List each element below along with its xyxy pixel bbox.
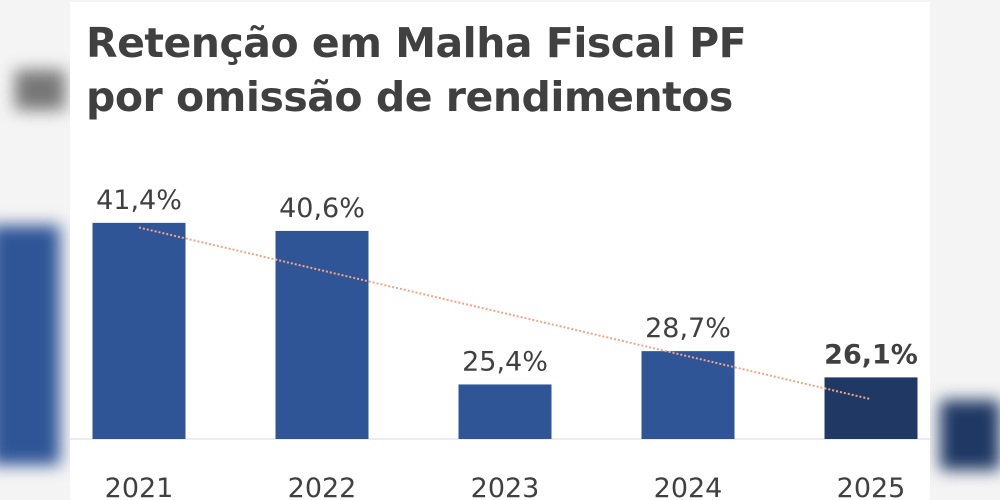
data-label-2024: 28,7% xyxy=(645,313,731,344)
data-label-2022: 40,6% xyxy=(279,193,365,224)
blurred-background-text xyxy=(15,70,65,110)
chart-card: Retenção em Malha Fiscal PF por omissão … xyxy=(70,2,930,500)
data-label-2025: 26,1% xyxy=(824,339,918,370)
blurred-background-bar xyxy=(940,400,1000,470)
trendline xyxy=(138,226,872,401)
chart-title: Retenção em Malha Fiscal PF por omissão … xyxy=(86,16,747,124)
x-tick-label-2022: 2022 xyxy=(288,473,357,500)
x-tick-label-2023: 2023 xyxy=(471,473,540,500)
bar-2025 xyxy=(824,377,918,439)
bar-2022 xyxy=(275,230,369,439)
bar-chart: 41,4% 2021 40,6% 2022 25,4% 2023 28,7% 2024 26,1… xyxy=(70,185,930,500)
chart-title-line: por omissão de rendimentos xyxy=(86,73,733,121)
data-label-2023: 25,4% xyxy=(462,346,548,377)
data-label-2021: 41,4% xyxy=(96,185,182,216)
x-tick-label-2021: 2021 xyxy=(105,473,174,500)
bar-2024 xyxy=(641,351,735,439)
blurred-background-bar xyxy=(0,225,60,465)
x-tick-label-2025: 2025 xyxy=(837,473,906,500)
bar-2021 xyxy=(92,222,186,439)
x-tick-label-2024: 2024 xyxy=(654,473,723,500)
chart-title-line: Retenção em Malha Fiscal PF xyxy=(86,19,747,67)
bar-2023 xyxy=(458,384,552,439)
